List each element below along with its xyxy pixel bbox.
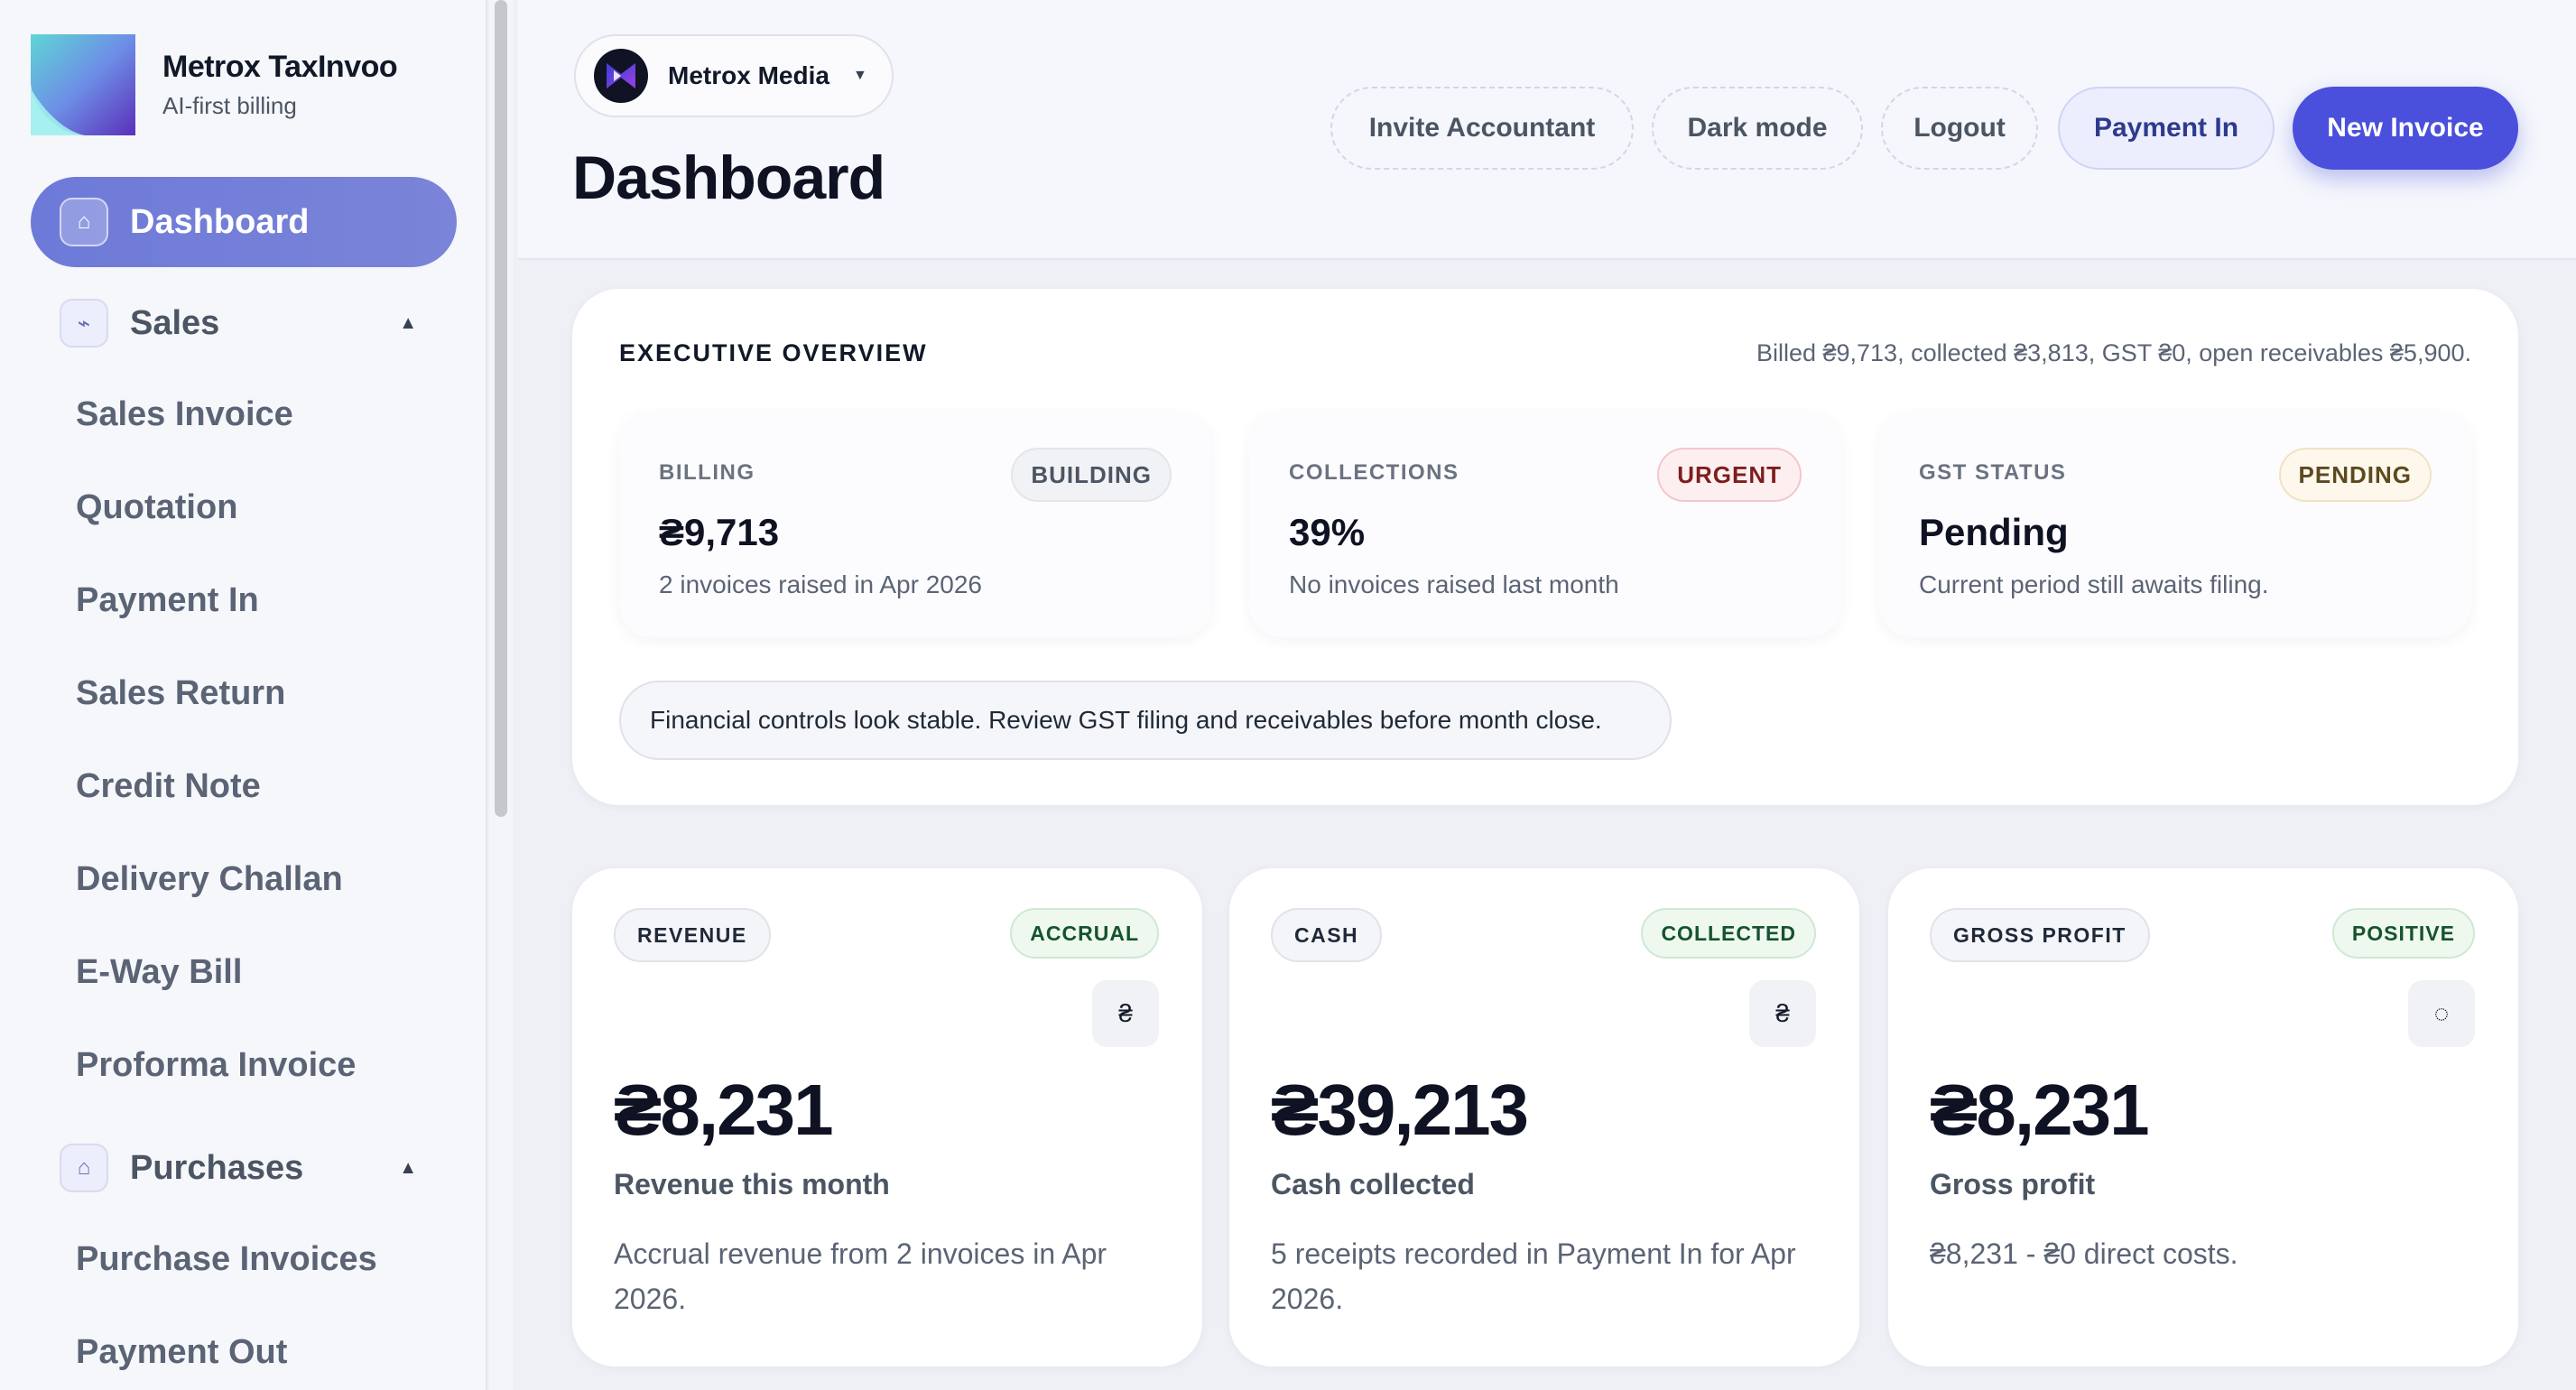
metric-tag: GROSS PROFIT — [1930, 908, 2150, 962]
sidebar-item-purchase-invoices[interactable]: Purchase Invoices — [76, 1240, 377, 1278]
metric-tag: CASH — [1271, 908, 1383, 962]
new-invoice-button[interactable]: New Invoice — [2293, 87, 2518, 170]
sidebar-item-label: Sales — [130, 303, 220, 342]
home-icon: ⌂ — [60, 198, 108, 246]
spinner-icon: ◌ — [2408, 980, 2475, 1047]
gross-profit-card: GROSS PROFIT POSITIVE ◌ ₴8,231 Gross pro… — [1888, 868, 2518, 1367]
tile-value: ₴9,713 — [659, 511, 780, 553]
metric-description: 5 receipts recorded in Payment In for Ap… — [1271, 1237, 1796, 1315]
sidebar-nav: ⌂ Dashboard ⌁ Sales ▲ Sales Invoice Quot… — [31, 177, 457, 1390]
status-badge: PENDING — [2278, 448, 2432, 502]
top-header: Metrox Media ▼ Dashboard Invite Accounta… — [518, 0, 2576, 260]
sidebar-item-label: Dashboard — [130, 202, 310, 241]
sidebar-item-label: Purchases — [130, 1148, 304, 1187]
metric-description: Accrual revenue from 2 invoices in Apr 2… — [614, 1237, 1107, 1315]
status-badge: COLLECTED — [1641, 908, 1816, 959]
collections-tile: COLLECTIONS URGENT 39% No invoices raise… — [1249, 412, 1841, 637]
metric-value: ₴8,231 — [1930, 1070, 2150, 1150]
org-name: Metrox Media — [668, 61, 829, 89]
brand[interactable]: Metrox TaxInvoo AI-first billing — [31, 34, 398, 135]
billing-tile: BILLING BUILDING ₴9,713 2 invoices raise… — [619, 412, 1211, 637]
status-badge: ACCRUAL — [1010, 908, 1159, 959]
bag-icon: ⌂ — [60, 1144, 108, 1192]
sidebar: Metrox TaxInvoo AI-first billing ⌂ Dashb… — [0, 0, 487, 1390]
sidebar-item-e-way-bill[interactable]: E-Way Bill — [76, 953, 243, 991]
sidebar-item-payment-out[interactable]: Payment Out — [76, 1333, 288, 1371]
overview-title: EXECUTIVE OVERVIEW — [619, 339, 928, 366]
bowtie-logo-icon — [594, 49, 648, 103]
tile-note: 2 invoices raised in Apr 2026 — [659, 570, 982, 598]
chevron-down-icon: ▼ — [852, 68, 867, 83]
tile-value: 39% — [1289, 511, 1366, 553]
invite-accountant-button[interactable]: Invite Accountant — [1330, 87, 1634, 170]
org-switcher[interactable]: Metrox Media ▼ — [574, 34, 894, 117]
metric-label: Revenue this month — [614, 1168, 890, 1200]
sidebar-item-proforma-invoice[interactable]: Proforma Invoice — [76, 1046, 357, 1084]
metric-value: ₴39,213 — [1271, 1070, 1529, 1150]
sidebar-item-dashboard[interactable]: ⌂ Dashboard — [31, 177, 457, 267]
tile-label: COLLECTIONS — [1289, 460, 1459, 485]
metric-description: ₴8,231 - ₴0 direct costs. — [1930, 1237, 2238, 1270]
sidebar-item-sales-invoice[interactable]: Sales Invoice — [76, 395, 293, 433]
revenue-card: REVENUE ACCRUAL ₴ ₴8,231 Revenue this mo… — [572, 868, 1202, 1367]
tile-label: GST STATUS — [1919, 460, 2067, 485]
status-badge: BUILDING — [1011, 448, 1172, 502]
sidebar-group-sales[interactable]: ⌁ Sales ▲ — [31, 278, 457, 368]
metric-label: Cash collected — [1271, 1168, 1475, 1200]
page-title: Dashboard — [572, 144, 885, 212]
dark-mode-button[interactable]: Dark mode — [1652, 87, 1863, 170]
sidebar-item-payment-in[interactable]: Payment In — [76, 581, 259, 619]
sidebar-item-delivery-challan[interactable]: Delivery Challan — [76, 860, 343, 898]
status-badge: URGENT — [1657, 448, 1802, 502]
currency-icon: ₴ — [1749, 980, 1816, 1047]
logout-button[interactable]: Logout — [1881, 87, 2038, 170]
brand-logo-icon — [31, 34, 135, 135]
chart-line-icon: ⌁ — [60, 299, 108, 348]
metric-label: Gross profit — [1930, 1168, 2096, 1200]
currency-icon: ₴ — [1092, 980, 1159, 1047]
tile-note: No invoices raised last month — [1289, 570, 1619, 598]
gst-status-tile: GST STATUS PENDING Pending Current perio… — [1879, 412, 2471, 637]
sidebar-item-credit-note[interactable]: Credit Note — [76, 767, 261, 805]
cash-card: CASH COLLECTED ₴ ₴39,213 Cash collected … — [1229, 868, 1859, 1367]
brand-tagline: AI-first billing — [162, 92, 297, 119]
metric-tag: REVENUE — [614, 908, 771, 962]
tile-label: BILLING — [659, 460, 755, 485]
tile-value: Pending — [1919, 511, 2069, 553]
sidebar-item-quotation[interactable]: Quotation — [76, 488, 238, 526]
status-badge: POSITIVE — [2331, 908, 2475, 959]
chevron-up-icon: ▲ — [399, 1157, 417, 1178]
chevron-up-icon: ▲ — [399, 312, 417, 333]
overview-alert: Financial controls look stable. Review G… — [619, 681, 1672, 760]
sidebar-group-purchases[interactable]: ⌂ Purchases ▲ — [31, 1123, 457, 1213]
payment-in-button[interactable]: Payment In — [2058, 87, 2275, 170]
metric-value: ₴8,231 — [614, 1070, 834, 1150]
sidebar-scrollbar-thumb[interactable] — [495, 0, 507, 817]
overview-summary: Billed ₴9,713, collected ₴3,813, GST ₴0,… — [1756, 339, 2471, 366]
brand-name: Metrox TaxInvoo — [162, 50, 398, 84]
executive-overview-card: EXECUTIVE OVERVIEW Billed ₴9,713, collec… — [572, 289, 2518, 805]
tile-note: Current period still awaits filing. — [1919, 570, 2269, 598]
sidebar-item-sales-return[interactable]: Sales Return — [76, 674, 286, 712]
